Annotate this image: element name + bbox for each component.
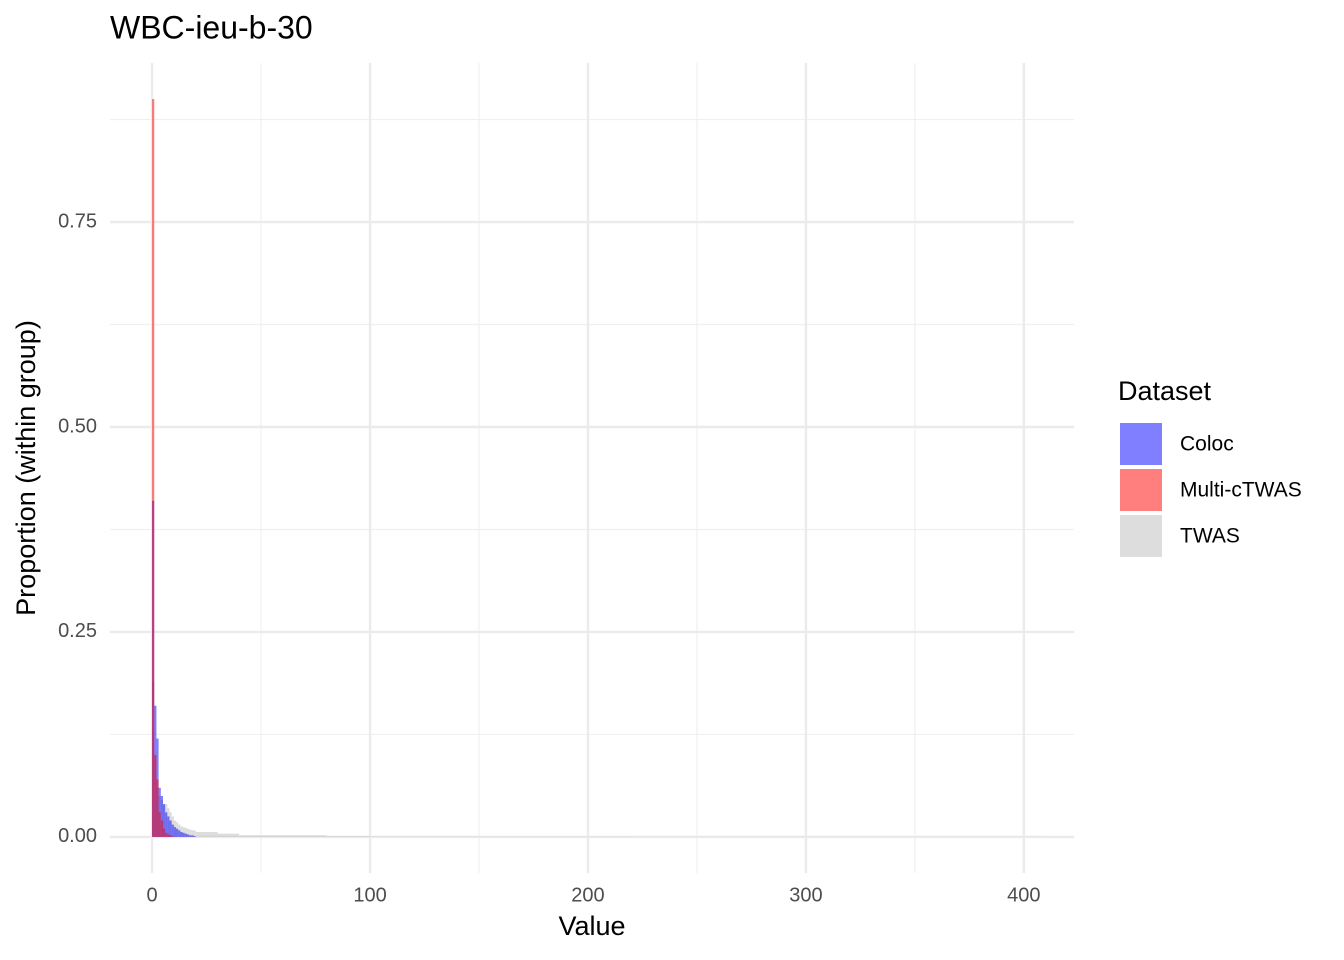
bar	[162, 804, 166, 837]
bar	[167, 834, 170, 837]
bar	[326, 836, 371, 837]
x-axis-label: Value	[558, 911, 625, 941]
bar	[156, 779, 159, 837]
bar	[182, 827, 185, 837]
x-tick-label: 200	[571, 884, 604, 906]
bar	[195, 832, 218, 837]
legend-label: Coloc	[1180, 433, 1234, 456]
bars	[152, 99, 1046, 837]
bar	[239, 835, 283, 837]
x-tick-label: 400	[1007, 884, 1040, 906]
grid	[110, 63, 1074, 873]
legend-key	[1120, 423, 1162, 465]
x-tick-label: 100	[353, 884, 386, 906]
bar	[171, 836, 174, 837]
bar	[176, 828, 179, 837]
x-tick-label: 300	[789, 884, 822, 906]
bar	[180, 826, 183, 837]
y-tick-label: 0.75	[58, 210, 97, 232]
bar	[167, 816, 170, 837]
bar	[191, 835, 194, 837]
bar	[186, 828, 190, 837]
bar	[178, 830, 181, 837]
bar	[171, 824, 174, 837]
bar	[184, 833, 187, 837]
legend-key	[1120, 515, 1162, 557]
y-tick-label: 0.50	[58, 415, 97, 437]
bar	[165, 812, 168, 837]
bar	[217, 833, 240, 837]
bar	[189, 829, 192, 837]
bar	[193, 830, 196, 837]
bar	[169, 835, 172, 837]
x-tick-label: 0	[147, 884, 158, 906]
legend-label: Multi-cTWAS	[1180, 479, 1302, 502]
bar	[282, 835, 327, 837]
legend-title: Dataset	[1118, 376, 1212, 406]
bar	[193, 836, 196, 837]
bar	[184, 827, 187, 837]
bar	[152, 99, 155, 837]
bar	[191, 830, 194, 837]
legend-label: TWAS	[1180, 525, 1240, 548]
legend-key	[1120, 469, 1162, 511]
y-axis-label: Proportion (within group)	[11, 320, 41, 616]
bar	[160, 820, 163, 837]
bar	[165, 832, 168, 837]
bar	[160, 795, 163, 837]
chart-title: WBC-ieu-b-30	[110, 9, 313, 45]
bar	[158, 812, 161, 837]
y-tick-label: 0.25	[58, 620, 97, 642]
bar	[180, 832, 183, 837]
bar	[162, 828, 166, 837]
bar	[189, 835, 192, 837]
bar	[154, 754, 157, 837]
bar	[173, 827, 177, 837]
bar	[186, 834, 190, 837]
y-tick-label: 0.00	[58, 825, 97, 847]
bar	[182, 832, 185, 837]
bar	[169, 820, 172, 837]
